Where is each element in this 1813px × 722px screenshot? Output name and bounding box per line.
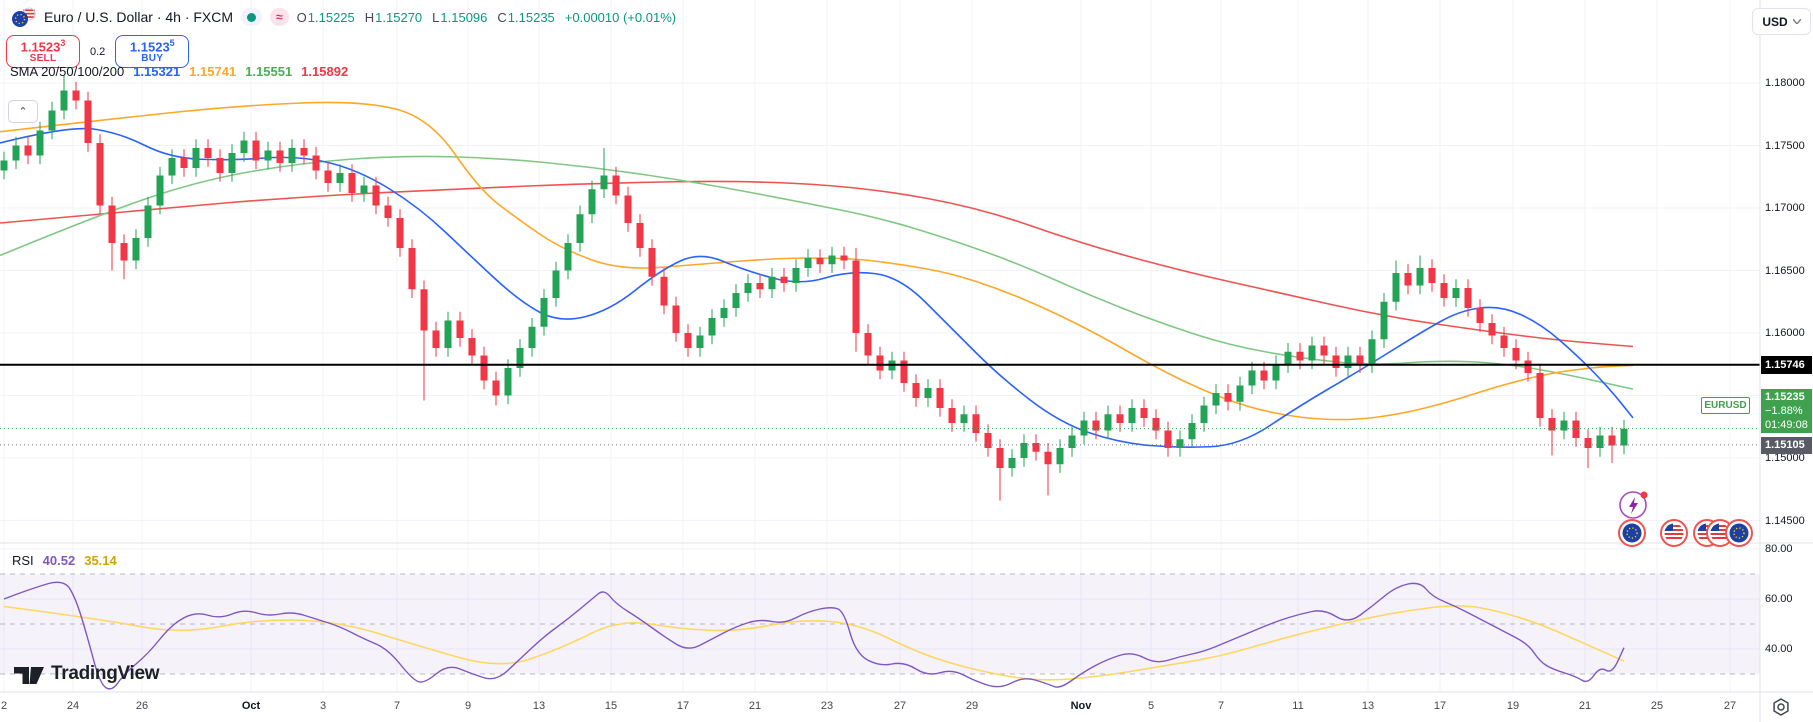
time-axis-label: 21 (1578, 700, 1592, 712)
rsi-pane (0, 573, 1760, 690)
open-value: O1.15225 (296, 9, 355, 25)
spread-value: 0.2 (90, 45, 106, 58)
time-axis-label: 9 (464, 700, 472, 712)
time-axis-label: 17 (676, 700, 690, 712)
rsi-axis-label: 40.00 (1765, 643, 1793, 655)
time-axis-month-label: Nov (1070, 700, 1092, 712)
time-axis-label: 15 (604, 700, 618, 712)
time-axis-label: 27 (893, 700, 907, 712)
sma-legend-label: SMA 20/50/100/200 (10, 64, 125, 79)
gear-icon[interactable] (1772, 698, 1790, 716)
price-axis-label: 1.16000 (1765, 327, 1805, 339)
time-axis-label: 13 (1361, 700, 1375, 712)
tradingview-logo[interactable]: TradingView (14, 662, 160, 686)
symbol-title[interactable]: Euro / U.S. Dollar · 4h · FXCM (44, 9, 234, 25)
us-flag-icon[interactable] (1706, 519, 1734, 547)
level-price-badge: 1.15746 (1761, 355, 1812, 374)
event-markers (1617, 489, 1777, 551)
time-axis-label: 26 (135, 700, 149, 712)
rsi-legend[interactable]: RSI 40.52 35.14 (12, 553, 117, 568)
trade-panel: 1.15233 SELL 0.2 1.15235 BUY (6, 35, 190, 68)
sell-button[interactable]: 1.15233 SELL (6, 35, 80, 68)
sma100-line (0, 155, 1634, 390)
last-price: 1.15235 (1765, 390, 1805, 403)
time-axis-label: 17 (1433, 700, 1447, 712)
time-axis-label: 7 (1217, 700, 1225, 712)
time-axis-month-label: Oct (241, 700, 261, 712)
price-axis-label: 1.15000 (1765, 452, 1805, 464)
price-axis-label: 1.16500 (1765, 264, 1805, 277)
time-axis-label: 23 (820, 700, 834, 712)
price-axis-label: 1.18000 (1765, 77, 1805, 89)
collapse-toolbar-button[interactable]: ⌃ (8, 100, 38, 123)
tradingview-mark-icon (14, 667, 44, 684)
buy-price: 1.15235 (129, 37, 175, 55)
gridlines (0, 0, 1760, 692)
change-percent: −1.88% (1765, 405, 1803, 418)
time-axis-label: 13 (532, 700, 546, 712)
time-axis-label: 27 (1723, 700, 1737, 712)
lightning-icon[interactable] (1619, 491, 1648, 519)
us-flag-icon[interactable] (1660, 519, 1688, 547)
symbol-header: Euro / U.S. Dollar · 4h · FXCM ≈ O1.1522… (10, 6, 676, 28)
sma20-value: 1.15321 (133, 64, 181, 79)
time-axis-label: 21 (748, 700, 762, 712)
low-price-badge: 1.15105 (1761, 436, 1812, 454)
currency-label: USD (1762, 14, 1788, 29)
rsi-line (3, 581, 1625, 690)
time-axis-label: 5 (1147, 700, 1155, 712)
chevron-down-icon (1792, 19, 1801, 24)
bar-countdown: 01:49:08 (1765, 419, 1808, 432)
time-axis-label: 3 (319, 700, 327, 712)
buy-button[interactable]: 1.15235 BUY (115, 35, 190, 68)
change-value: +0.00010 (+0.01%) (564, 9, 677, 25)
sell-price: 1.15233 (20, 37, 66, 55)
sma50-value: 1.15741 (189, 64, 237, 79)
time-axis-label: 24 (66, 700, 80, 712)
last-price-badge: 1.15235 −1.88% 01:49:08 (1761, 389, 1812, 434)
rsi-axis-label: 80.00 (1765, 543, 1793, 555)
time-axis-label: 11 (1292, 700, 1304, 712)
rsi-value: 40.52 (42, 553, 76, 568)
time-axis-label: 2 (0, 700, 8, 712)
eu-flag-icon[interactable] (1725, 519, 1753, 547)
sma200-value: 1.15892 (301, 64, 349, 79)
time-axis-label: 19 (1506, 700, 1520, 712)
rsi-ma-value: 35.14 (84, 553, 117, 568)
sma-legend[interactable]: SMA 20/50/100/200 1.15321 1.15741 1.1555… (10, 64, 348, 79)
sma50-line (0, 101, 1634, 421)
time-axis-label: 7 (393, 700, 401, 712)
sma20-line (0, 127, 1634, 448)
market-dot-icon[interactable] (241, 8, 263, 26)
low-value: L1.15096 (432, 9, 488, 25)
pair-flags-icon (10, 6, 36, 28)
ohlc-values: O1.15225 H1.15270 L1.15096 C1.15235 +0.0… (297, 10, 676, 25)
approx-icon[interactable]: ≈ (270, 8, 289, 26)
eu-flag-icon[interactable] (1618, 519, 1646, 547)
rsi-axis-label: 60.00 (1765, 593, 1793, 605)
sma100-value: 1.15551 (245, 64, 293, 79)
rsi-ma-line (3, 605, 1625, 681)
price-axis-label: 1.14500 (1765, 514, 1805, 527)
symbol-price-label: EURUSD (1701, 397, 1750, 414)
price-axis-label: 1.17000 (1765, 202, 1805, 214)
high-value: H1.15270 (364, 9, 423, 25)
time-axis-label: 25 (1650, 700, 1664, 712)
currency-selector[interactable]: USD (1752, 8, 1811, 35)
close-value: C1.15235 (497, 9, 555, 25)
candles-layer (0, 75, 1628, 501)
rsi-label: RSI (12, 553, 34, 568)
time-axis-label: 29 (965, 700, 979, 712)
price-axis-label: 1.17500 (1765, 139, 1805, 152)
